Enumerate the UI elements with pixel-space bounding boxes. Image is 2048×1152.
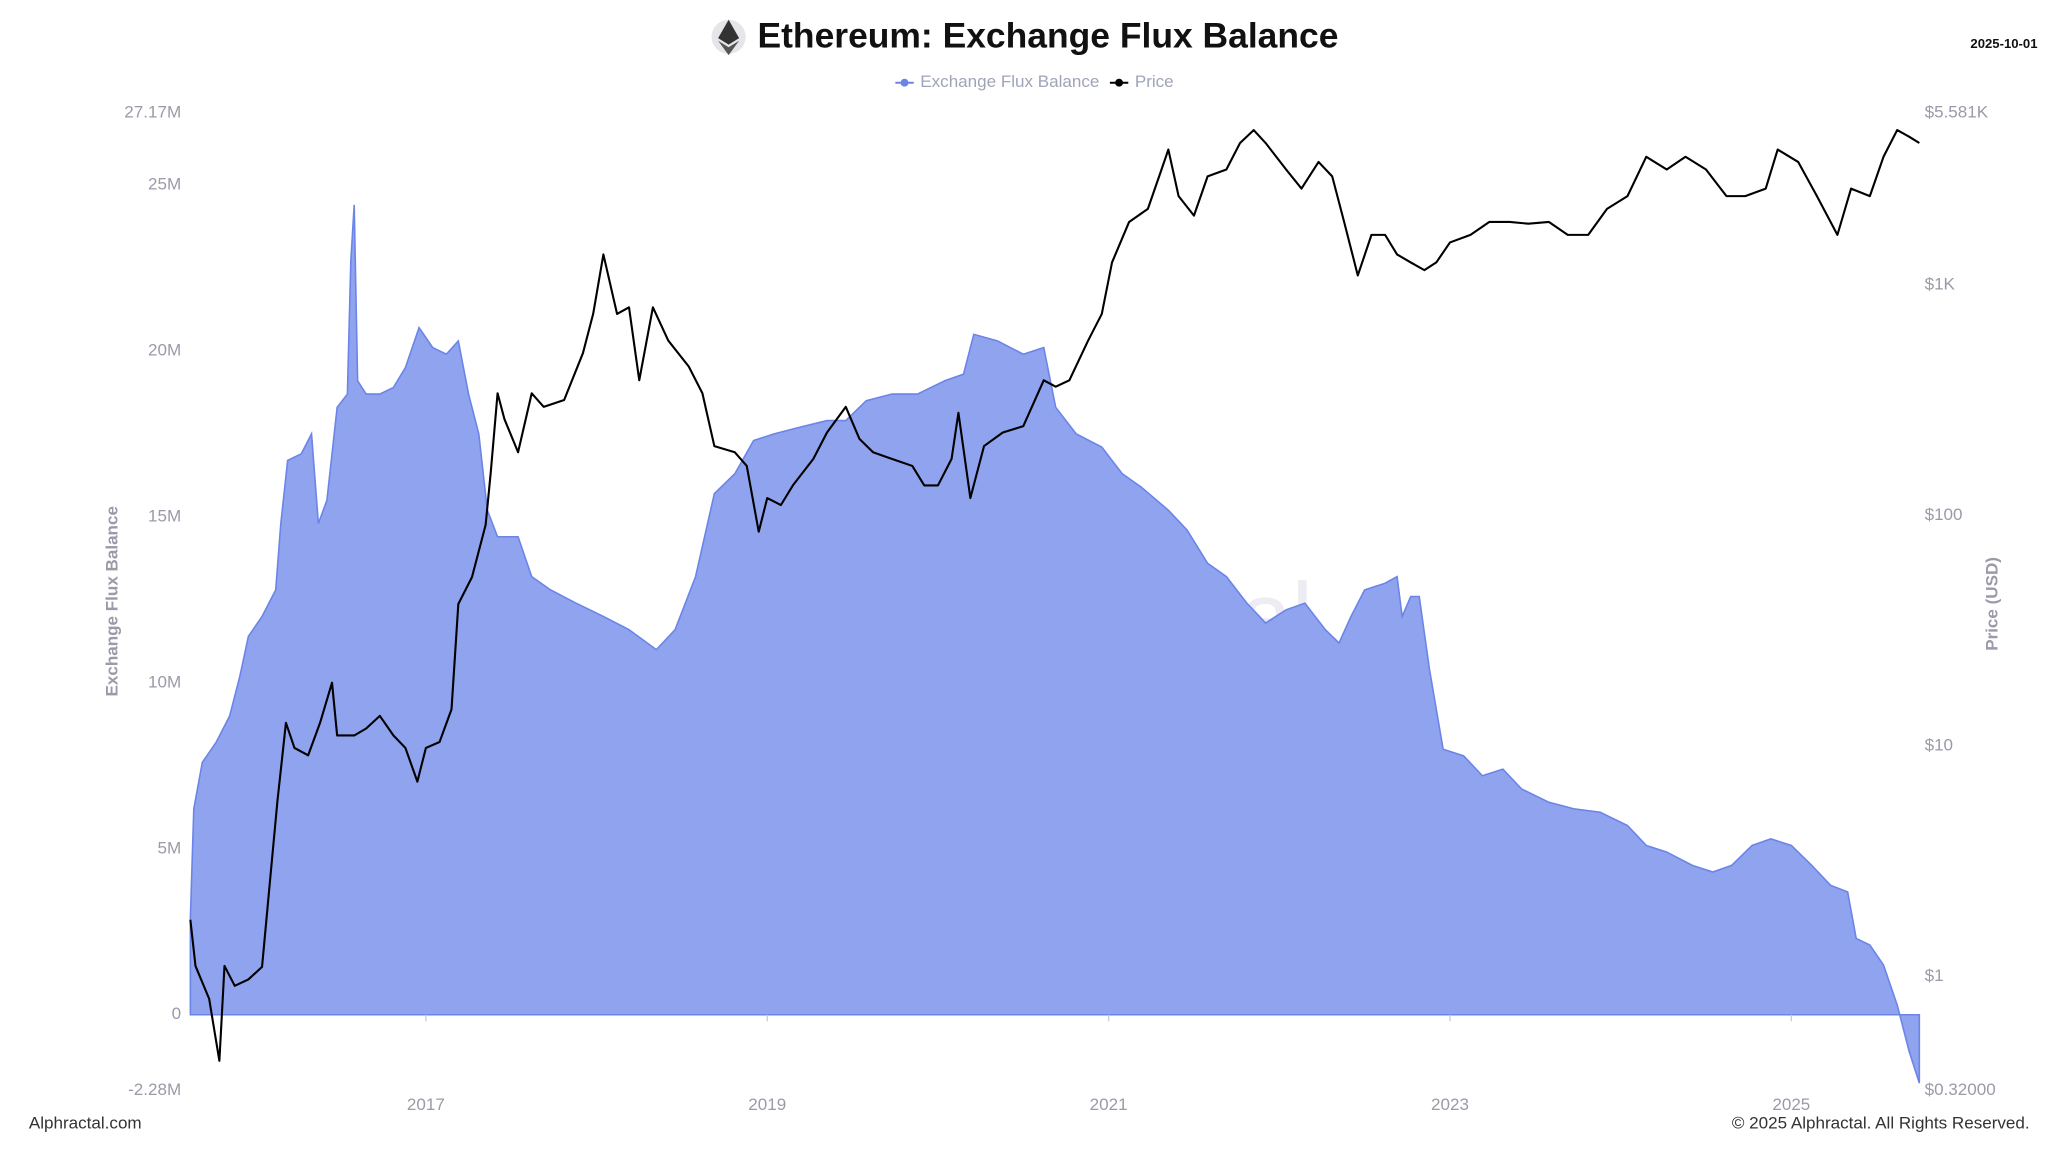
x-tick-label: 2019 [748, 1095, 786, 1114]
plot-area: -2.28M 0 5M 10M 15M 20M 25M 27.17M $0.32000 $1 $10… [124, 102, 1995, 1113]
x-tick-label: 2021 [1090, 1095, 1128, 1114]
y2-tick-label: $100 [1925, 505, 1963, 524]
legend-marker [900, 78, 909, 87]
y-tick-label: -2.28M [128, 1080, 181, 1099]
y2-tick-label: $1 [1925, 966, 1944, 985]
legend-label: Price [1135, 72, 1174, 91]
y2-tick-label: $0.32000 [1925, 1080, 1996, 1099]
legend-label: Exchange Flux Balance [920, 72, 1099, 91]
price-line [189, 129, 1920, 1062]
x-tick-label: 2025 [1772, 1095, 1810, 1114]
chart-title: Ethereum: Exchange Flux Balance [757, 15, 1338, 55]
y-tick-label: 20M [148, 340, 181, 359]
x-tick-label: 2017 [407, 1095, 445, 1114]
legend: Exchange Flux Balance Price [895, 72, 1174, 91]
y-tick-label: 0 [172, 1004, 181, 1023]
y2-tick-label: $10 [1925, 735, 1953, 754]
y2-axis-title: Price (USD) [1982, 557, 2001, 651]
y-tick-label: 10M [148, 672, 181, 691]
x-tick-label: 2023 [1431, 1095, 1469, 1114]
y-tick-label: 15M [148, 506, 181, 525]
y2-tick-label: $1K [1925, 274, 1956, 293]
y-tick-label: 5M [157, 838, 181, 857]
y-tick-label: 27.17M [124, 102, 181, 121]
y-axis-title: Exchange Flux Balance [102, 506, 121, 696]
y-tick-label: 25M [148, 174, 181, 193]
y2-tick-label: $5.581K [1925, 102, 1989, 121]
source: Alphractal.com [29, 1113, 142, 1132]
legend-marker [1115, 78, 1124, 87]
area [189, 204, 1921, 1084]
copyright: © 2025 Alphractal. All Rights Reserved. [1732, 1113, 2030, 1132]
eth-icon [711, 19, 746, 56]
date-label: 2025-10-01 [1970, 36, 2037, 51]
